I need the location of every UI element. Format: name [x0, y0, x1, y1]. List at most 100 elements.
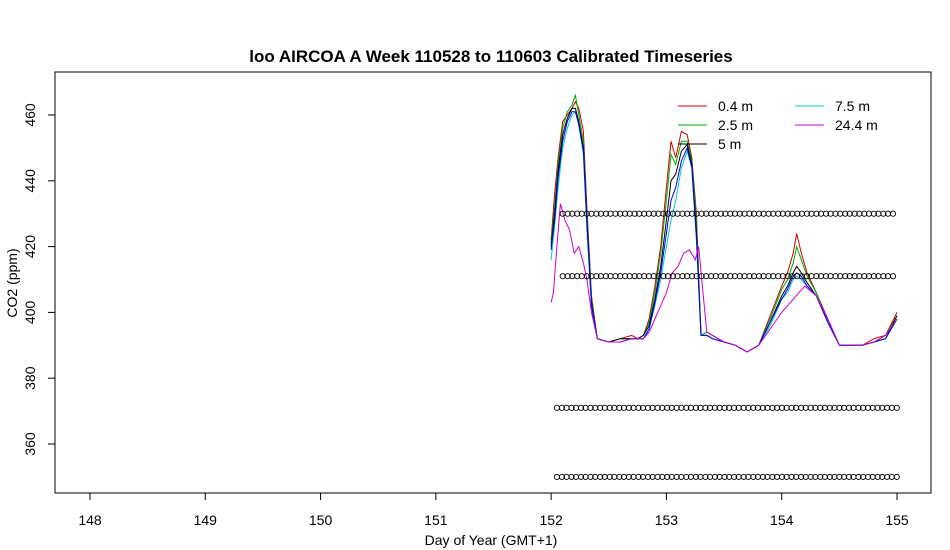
- marker-point: [625, 473, 632, 480]
- marker-point: [794, 273, 801, 280]
- marker-point: [889, 210, 897, 217]
- legend-label: 0.4 m: [718, 98, 753, 114]
- marker-point: [558, 404, 565, 411]
- marker-point: [564, 210, 571, 217]
- marker-point: [740, 473, 747, 480]
- marker-point: [813, 273, 820, 280]
- marker-point: [698, 273, 705, 280]
- marker-point: [775, 273, 782, 280]
- marker-point: [587, 404, 594, 411]
- marker-point: [650, 210, 657, 217]
- marker-point: [568, 404, 575, 411]
- marker-point: [574, 210, 581, 217]
- marker-point: [721, 404, 728, 411]
- marker-point: [775, 210, 782, 217]
- marker-point: [654, 404, 661, 411]
- x-tick-label: 153: [655, 512, 679, 528]
- marker-point: [798, 473, 805, 480]
- marker-point: [870, 210, 877, 217]
- x-tick-label: 150: [309, 512, 333, 528]
- marker-point: [673, 473, 680, 480]
- marker-point: [702, 473, 709, 480]
- marker-point: [842, 273, 849, 280]
- legend-label: 5 m: [718, 136, 741, 152]
- x-tick-label: 151: [424, 512, 448, 528]
- marker-point: [874, 404, 881, 411]
- marker-point: [717, 273, 724, 280]
- marker-point: [606, 404, 613, 411]
- marker-point: [861, 273, 868, 280]
- marker-point: [836, 473, 843, 480]
- marker-point: [692, 404, 699, 411]
- x-tick-label: 154: [770, 512, 794, 528]
- legend: 0.4 m 2.5 m 5 m 7.5 m 24.4 m: [678, 98, 878, 152]
- marker-point: [593, 210, 600, 217]
- marker-point: [836, 404, 843, 411]
- marker-point: [669, 210, 676, 217]
- marker-point: [803, 273, 810, 280]
- marker-point: [631, 210, 638, 217]
- marker-point: [587, 473, 594, 480]
- marker-point: [822, 210, 830, 217]
- marker-point: [597, 404, 604, 411]
- marker-point: [660, 273, 667, 280]
- marker-point: [817, 473, 824, 480]
- marker-point: [597, 473, 604, 480]
- marker-point: [803, 210, 810, 217]
- x-tick-label: 152: [539, 512, 563, 528]
- marker-point: [817, 404, 824, 411]
- y-tick-label: 460: [22, 103, 38, 127]
- x-axis-label: Day of Year (GMT+1): [425, 532, 558, 548]
- marker-point: [683, 404, 690, 411]
- marker-point: [708, 273, 715, 280]
- marker-point: [553, 404, 560, 411]
- marker-point: [577, 473, 585, 480]
- marker-point: [746, 273, 753, 280]
- marker-point: [826, 473, 833, 480]
- y-tick-label: 360: [22, 432, 38, 456]
- marker-point: [736, 210, 743, 217]
- marker-point: [727, 210, 734, 217]
- marker-point: [553, 473, 560, 480]
- y-tick-label: 440: [22, 169, 38, 193]
- marker-point: [559, 273, 566, 280]
- marker-point: [842, 210, 849, 217]
- marker-point: [711, 404, 719, 411]
- marker-point: [673, 404, 680, 411]
- marker-point: [759, 404, 766, 411]
- marker-point: [794, 210, 801, 217]
- marker-point: [564, 273, 571, 280]
- chart-title: loo AIRCOA A Week 110528 to 110603 Calib…: [249, 47, 732, 66]
- marker-point: [750, 473, 757, 480]
- marker-point: [727, 273, 734, 280]
- marker-point: [558, 473, 565, 480]
- legend-label: 7.5 m: [835, 98, 870, 114]
- marker-point: [708, 210, 715, 217]
- marker-point: [612, 273, 619, 280]
- marker-point: [669, 273, 676, 280]
- marker-point: [683, 473, 690, 480]
- marker-point: [798, 404, 805, 411]
- marker-point: [577, 404, 585, 411]
- marker-point: [826, 404, 833, 411]
- series-line-5: [550, 203, 898, 353]
- marker-point: [880, 210, 887, 217]
- marker-point: [574, 273, 581, 280]
- marker-point: [884, 473, 891, 480]
- marker-point: [641, 273, 648, 280]
- marker-point: [855, 404, 862, 411]
- marker-point: [731, 473, 738, 480]
- marker-point: [851, 273, 858, 280]
- marker-point: [644, 473, 652, 480]
- marker-point: [880, 273, 887, 280]
- marker-point: [893, 404, 900, 411]
- x-tick-label: 155: [885, 512, 909, 528]
- marker-point: [845, 404, 853, 411]
- marker-point: [759, 473, 766, 480]
- marker-point: [622, 273, 629, 280]
- marker-point: [861, 210, 868, 217]
- plot-frame: [54, 71, 932, 494]
- marker-point: [635, 473, 642, 480]
- marker-point: [650, 273, 657, 280]
